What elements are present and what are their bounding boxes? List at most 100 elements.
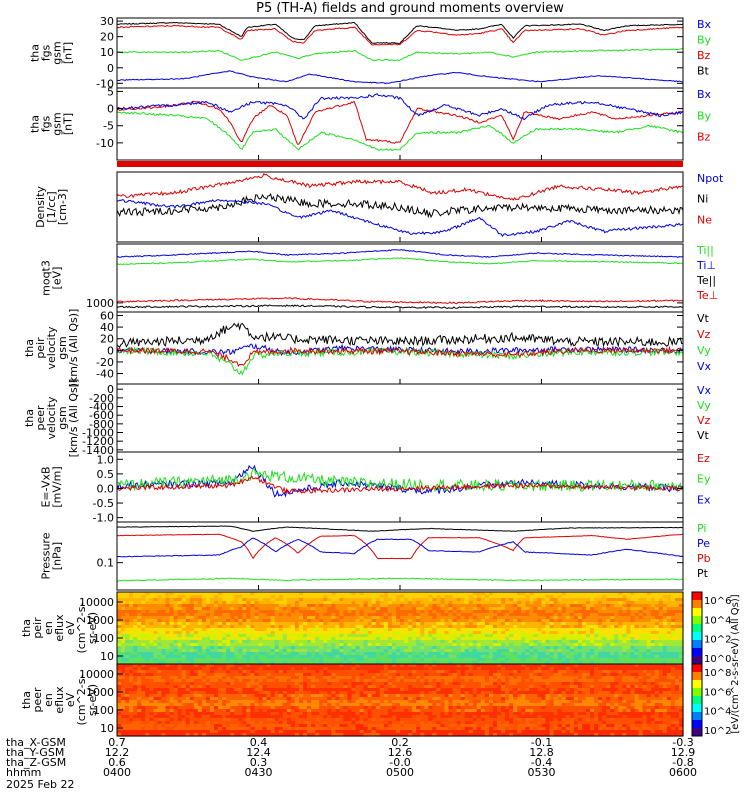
- spectrogram-cell: [585, 592, 591, 596]
- spectrogram-cell: [359, 673, 365, 677]
- spectrogram-cell: [468, 664, 474, 668]
- spectrogram-cell: [343, 625, 349, 629]
- spectrogram-cell: [420, 658, 425, 662]
- y-tick-label: -1400: [82, 444, 114, 457]
- spectrogram-cell: [545, 592, 551, 596]
- spectrogram-cell: [541, 679, 547, 683]
- legend-entry: Ex: [697, 493, 711, 506]
- spectrogram-cell: [161, 664, 167, 668]
- spectrogram-cell: [226, 613, 231, 617]
- spectrogram-cell: [509, 601, 514, 605]
- spectrogram-cell: [557, 610, 563, 614]
- spectrogram-cell: [521, 619, 526, 623]
- spectrogram-cell: [509, 670, 514, 674]
- spectrogram-cell: [460, 592, 466, 596]
- spectrogram-cell: [379, 655, 385, 659]
- spectrogram-cell: [274, 652, 280, 656]
- y-tick-label: -20: [96, 356, 114, 369]
- spectrogram-cell: [339, 595, 344, 599]
- spectrogram-cell: [246, 664, 252, 668]
- spectrogram-cell: [387, 679, 393, 683]
- spectrogram-cell: [642, 670, 648, 674]
- spectrogram-cell: [315, 634, 320, 638]
- spectrogram-cell: [622, 679, 627, 683]
- spectrogram-cell: [424, 688, 429, 692]
- spectrogram-cell: [214, 688, 219, 692]
- spectrogram-cell: [201, 631, 207, 635]
- spectrogram-cell: [157, 676, 163, 680]
- spectrogram-cell: [387, 622, 393, 626]
- spectrogram-cell: [501, 637, 506, 641]
- spectrogram-cell: [302, 622, 308, 626]
- spectrogram-cell: [416, 664, 421, 668]
- y-axis-label: (cm^2-s-: [75, 675, 88, 726]
- spectrogram-cell: [149, 652, 154, 656]
- spectrogram-cell: [375, 607, 381, 611]
- spectrogram-cell: [497, 622, 502, 626]
- spectrogram-cell: [492, 673, 498, 677]
- spectrogram-cell: [294, 679, 300, 683]
- spectrogram-cell: [476, 685, 482, 689]
- spectrogram-cell: [274, 667, 280, 671]
- spectrogram-cell: [537, 667, 543, 671]
- spectrogram-cell: [185, 655, 191, 659]
- spectrogram-cell: [424, 601, 429, 605]
- y-tick-label: -400: [89, 401, 114, 414]
- spectrogram-cell: [501, 610, 506, 614]
- spectrogram-cell: [185, 601, 191, 605]
- spectrogram-cell: [262, 643, 268, 647]
- spectrogram-cell: [254, 643, 260, 647]
- spectrogram-cell: [262, 619, 268, 623]
- spectrogram-cell: [585, 685, 591, 689]
- spectrogram-cell: [327, 637, 332, 641]
- spectrogram-cell: [282, 682, 288, 686]
- spectrogram-cell: [169, 607, 175, 611]
- spectrogram-cell: [197, 622, 203, 626]
- spectrogram-cell: [343, 598, 349, 602]
- spectrogram-cell: [585, 610, 591, 614]
- spectrogram-cell: [505, 664, 510, 668]
- spectrogram-cell: [545, 604, 551, 608]
- spectrogram-cell: [452, 676, 458, 680]
- spectrogram-cell: [468, 634, 474, 638]
- spectrogram-cell: [573, 667, 579, 671]
- spectrogram-cell: [472, 631, 478, 635]
- spectrogram-cell: [173, 616, 179, 620]
- spectrogram-cell: [585, 649, 591, 653]
- spectrogram-cell: [234, 607, 239, 611]
- spectrogram-cell: [242, 631, 247, 635]
- spectrogram-cell: [274, 670, 280, 674]
- spectrogram-cell: [294, 673, 300, 677]
- spectrogram-cell: [650, 652, 656, 656]
- spectrogram-cell: [573, 622, 579, 626]
- spectrogram-cell: [464, 646, 470, 650]
- legend-entry: Ti⊥: [696, 259, 716, 272]
- spectrogram-cell: [497, 592, 502, 596]
- spectrogram-cell: [383, 646, 389, 650]
- spectrogram-cell: [610, 661, 615, 665]
- spectrogram-cell: [476, 655, 482, 659]
- spectrogram-cell: [440, 598, 446, 602]
- spectrogram-cell: [230, 607, 235, 611]
- spectrogram-cell: [327, 652, 332, 656]
- spectrogram-cell: [173, 670, 179, 674]
- spectrogram-cell: [242, 652, 247, 656]
- spectrogram-cell: [157, 604, 163, 608]
- spectrogram-cell: [347, 637, 353, 641]
- spectrogram-cell: [642, 637, 648, 641]
- spectrogram-cell: [129, 640, 134, 644]
- spectrogram-cell: [448, 643, 454, 647]
- spectrogram-cell: [521, 607, 526, 611]
- spectrogram-cell: [315, 592, 320, 596]
- spectrogram-cell: [662, 592, 668, 596]
- spectrogram-cell: [201, 607, 207, 611]
- spectrogram-cell: [509, 607, 514, 611]
- spectrogram-cell: [209, 691, 215, 695]
- spectrogram-cell: [133, 646, 138, 650]
- spectrogram-cell: [137, 631, 142, 635]
- spectrogram-cell: [205, 667, 211, 671]
- spectrogram-cell: [234, 625, 239, 629]
- spectrogram-cell: [165, 613, 171, 617]
- spectrogram-cell: [585, 625, 591, 629]
- spectrogram-cell: [541, 652, 547, 656]
